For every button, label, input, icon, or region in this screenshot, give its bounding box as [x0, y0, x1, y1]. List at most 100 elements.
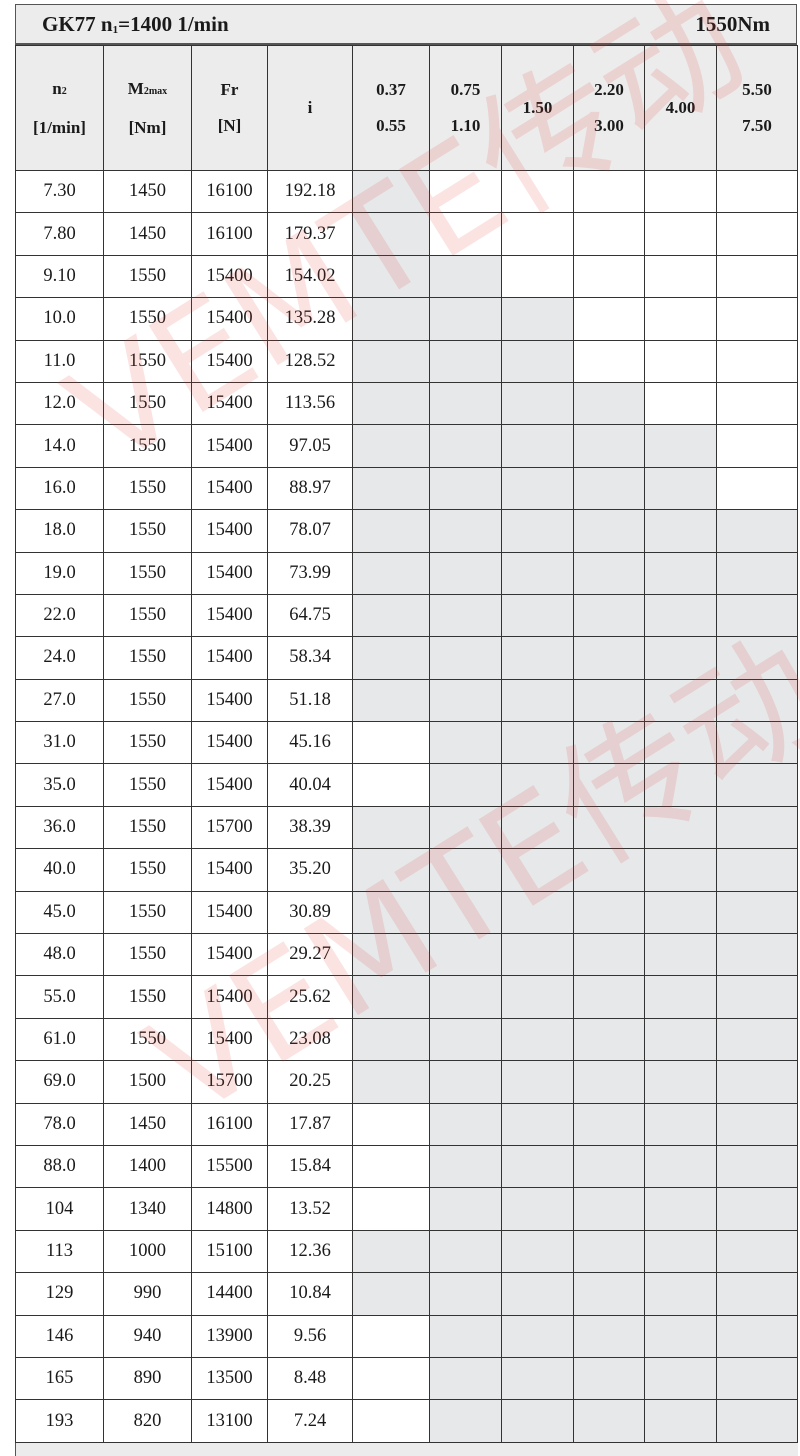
power-available-cell [573, 1060, 645, 1104]
power-available-cell [716, 551, 798, 595]
cell-i: 73.99 [267, 551, 353, 595]
power-available-cell [352, 254, 430, 299]
cell-n2: 18.0 [15, 509, 104, 553]
power-available-cell [429, 1399, 502, 1443]
power-available-cell [644, 721, 717, 765]
cell-i: 8.48 [267, 1356, 353, 1401]
power-available-cell [429, 1229, 502, 1274]
power-unavailable-cell [352, 763, 430, 807]
power-available-cell [573, 1229, 645, 1274]
power-available-cell [716, 763, 798, 807]
power-available-cell [429, 678, 502, 723]
power-available-cell [716, 636, 798, 680]
cell-m2max: 1550 [103, 339, 192, 383]
cell-m2max: 1550 [103, 805, 192, 850]
cell-fr: 15400 [191, 636, 268, 680]
power-available-cell [352, 678, 430, 723]
power-available-cell [352, 1272, 430, 1316]
table-row: 129 990 14400 10.84 [15, 1272, 798, 1316]
power-available-cell [429, 890, 502, 935]
power-available-cell [429, 933, 502, 977]
table-row: 11.0 1550 15400 128.52 [15, 339, 798, 383]
cell-fr: 15400 [191, 466, 268, 511]
power-available-cell [501, 763, 574, 807]
header-power-1: 0.37 0.55 [352, 45, 430, 171]
table-row: 22.0 1550 15400 64.75 [15, 593, 798, 638]
power-available-cell [501, 339, 574, 383]
cell-m2max: 990 [103, 1272, 192, 1316]
power-available-cell [501, 1060, 574, 1104]
power-available-cell [501, 805, 574, 850]
power-available-cell [501, 1272, 574, 1316]
power-available-cell [352, 169, 430, 214]
cell-i: 38.39 [267, 805, 353, 850]
cell-fr: 15400 [191, 551, 268, 595]
power-available-cell [644, 1187, 717, 1231]
power-available-cell [716, 1399, 798, 1443]
power-available-cell [573, 848, 645, 892]
cell-fr: 15400 [191, 381, 268, 426]
power-available-cell [501, 424, 574, 468]
power-available-cell [501, 551, 574, 595]
power-available-cell [429, 763, 502, 807]
cell-m2max: 1550 [103, 678, 192, 723]
power-available-cell [644, 933, 717, 977]
cell-i: 78.07 [267, 509, 353, 553]
cell-n2: 7.30 [15, 169, 104, 214]
power-available-cell [644, 678, 717, 723]
table-row: 69.0 1500 15700 20.25 [15, 1060, 798, 1104]
cell-fr: 14400 [191, 1272, 268, 1316]
cell-i: 15.84 [267, 1144, 353, 1189]
power-available-cell [573, 805, 645, 850]
power-available-cell [501, 721, 574, 765]
cell-fr: 15400 [191, 593, 268, 638]
cell-n2: 12.0 [15, 381, 104, 426]
power-available-cell [501, 1229, 574, 1274]
power-unavailable-cell [573, 339, 645, 383]
cell-n2: 19.0 [15, 551, 104, 595]
table-title: GK77 n1=1400 1/min [42, 11, 229, 36]
power-available-cell [716, 1060, 798, 1104]
power-unavailable-cell [716, 381, 798, 426]
power-available-cell [573, 593, 645, 638]
power-available-cell [573, 636, 645, 680]
power-available-cell [644, 1144, 717, 1189]
power-available-cell [716, 593, 798, 638]
power-unavailable-cell [644, 254, 717, 299]
power-available-cell [429, 339, 502, 383]
power-available-cell [644, 1272, 717, 1316]
power-available-cell [716, 848, 798, 892]
power-available-cell [644, 848, 717, 892]
cell-fr: 13900 [191, 1314, 268, 1358]
cell-m2max: 820 [103, 1399, 192, 1443]
power-unavailable-cell [644, 339, 717, 383]
cell-n2: 104 [15, 1187, 104, 1231]
power-available-cell [573, 975, 645, 1019]
table-row: 48.0 1550 15400 29.27 [15, 933, 798, 977]
table-row: 9.10 1550 15400 154.02 [15, 254, 798, 299]
power-available-cell [429, 254, 502, 299]
power-available-cell [429, 424, 502, 468]
cell-m2max: 1450 [103, 169, 192, 214]
power-available-cell [352, 593, 430, 638]
power-available-cell [644, 805, 717, 850]
power-available-cell [573, 1314, 645, 1358]
table-title-bar: GK77 n1=1400 1/min 1550Nm [15, 4, 797, 45]
power-available-cell [352, 848, 430, 892]
header-ratio: i [267, 45, 353, 171]
power-available-cell [501, 1102, 574, 1146]
power-available-cell [644, 551, 717, 595]
power-available-cell [644, 1229, 717, 1274]
cell-i: 13.52 [267, 1187, 353, 1231]
power-unavailable-cell [716, 212, 798, 256]
power-available-cell [573, 1187, 645, 1231]
power-available-cell [644, 975, 717, 1019]
power-available-cell [573, 1102, 645, 1146]
cell-i: 51.18 [267, 678, 353, 723]
power-available-cell [573, 721, 645, 765]
table-row: 19.0 1550 15400 73.99 [15, 551, 798, 595]
power-available-cell [716, 805, 798, 850]
power-available-cell [501, 466, 574, 511]
power-available-cell [429, 1314, 502, 1358]
power-available-cell [644, 636, 717, 680]
